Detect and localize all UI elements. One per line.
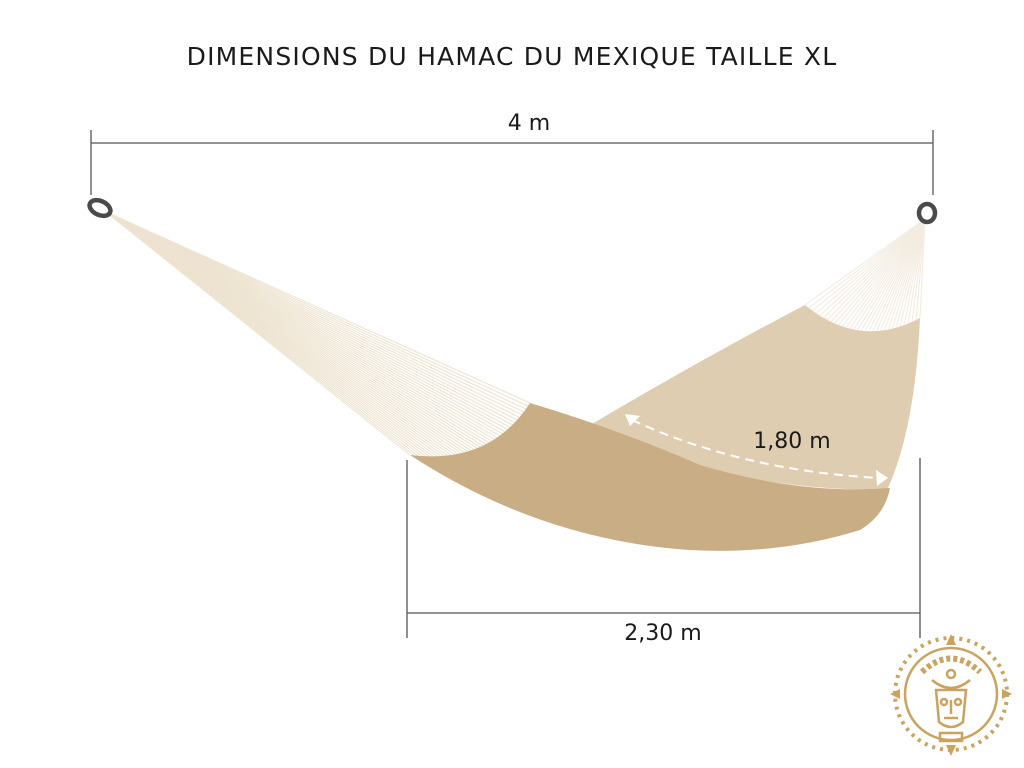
hammock-string	[883, 218, 926, 331]
hammock-string	[105, 211, 522, 416]
hammock-string	[838, 218, 926, 326]
hammock-string	[895, 218, 926, 328]
hammock-string	[880, 218, 926, 331]
hammock-fabric-back	[585, 305, 920, 490]
bed-length-dimension	[406, 458, 921, 638]
hammock-string	[105, 211, 520, 418]
bed-length-label: 2,30 m	[624, 621, 701, 646]
total-length-dimension	[90, 130, 934, 195]
hammock-string	[853, 218, 926, 330]
hammock-string	[887, 218, 926, 330]
hammock-string	[868, 218, 926, 332]
hammock-string	[872, 218, 926, 332]
hammock-string	[105, 211, 527, 410]
hammock-string	[849, 218, 926, 329]
brand-logo-emblem	[890, 634, 1012, 756]
width-arrow	[625, 414, 888, 486]
hammock-strings-right	[804, 218, 926, 332]
hammock-string	[845, 218, 926, 328]
hammock-string	[808, 218, 926, 309]
hammock-string	[860, 218, 926, 332]
hammock-string	[891, 218, 926, 329]
hammock-strings-left	[105, 211, 531, 457]
hammock-string	[826, 218, 926, 321]
hammock-string	[105, 211, 518, 421]
hammock-string	[812, 218, 926, 312]
hammock-string	[856, 218, 926, 331]
width-label: 1,80 m	[753, 429, 830, 454]
hammock-string	[815, 218, 926, 314]
hammock-string	[819, 218, 926, 317]
hammock-string	[903, 218, 926, 326]
left-ring-icon	[87, 197, 113, 219]
hammock-string	[899, 218, 926, 327]
hammock-string	[105, 211, 531, 404]
right-ring-icon	[916, 201, 938, 225]
hammock-string	[105, 211, 529, 407]
hammock-string	[907, 218, 926, 324]
hammock-string	[864, 218, 926, 332]
hammock-string	[834, 218, 926, 324]
hammock-string	[919, 218, 926, 319]
hammock-string	[804, 218, 926, 306]
hammock-string	[915, 218, 926, 321]
hammock-fabric-front	[410, 403, 890, 551]
hammock-string	[823, 218, 926, 319]
total-length-label: 4 m	[508, 111, 550, 136]
hammock-string	[830, 218, 926, 323]
hammock-string	[876, 218, 926, 332]
hammock-string	[911, 218, 926, 322]
hammock-string	[105, 211, 525, 413]
diagram-title: DIMENSIONS DU HAMAC DU MEXIQUE TAILLE XL	[187, 42, 838, 71]
hammock-string	[841, 218, 926, 327]
